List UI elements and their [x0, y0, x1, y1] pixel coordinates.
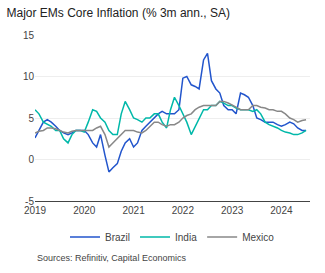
svg-text:2022: 2022 — [172, 205, 195, 216]
svg-text:Mexico: Mexico — [242, 232, 274, 243]
svg-text:Brazil: Brazil — [105, 232, 130, 243]
svg-text:2021: 2021 — [122, 205, 145, 216]
svg-text:2023: 2023 — [221, 205, 244, 216]
svg-text:2019: 2019 — [24, 205, 47, 216]
svg-text:Sources: Refinitiv, Capital Ec: Sources: Refinitiv, Capital Economics — [37, 253, 186, 263]
svg-text:5: 5 — [28, 113, 34, 124]
svg-text:10: 10 — [23, 71, 35, 82]
svg-text:Major EMs Core Inflation (% 3m: Major EMs Core Inflation (% 3m ann., SA) — [7, 6, 230, 20]
svg-text:-5: -5 — [25, 196, 34, 207]
svg-text:15: 15 — [23, 30, 35, 41]
svg-text:2020: 2020 — [73, 205, 96, 216]
svg-text:2024: 2024 — [270, 205, 293, 216]
svg-text:0: 0 — [28, 154, 34, 165]
svg-text:India: India — [175, 232, 197, 243]
